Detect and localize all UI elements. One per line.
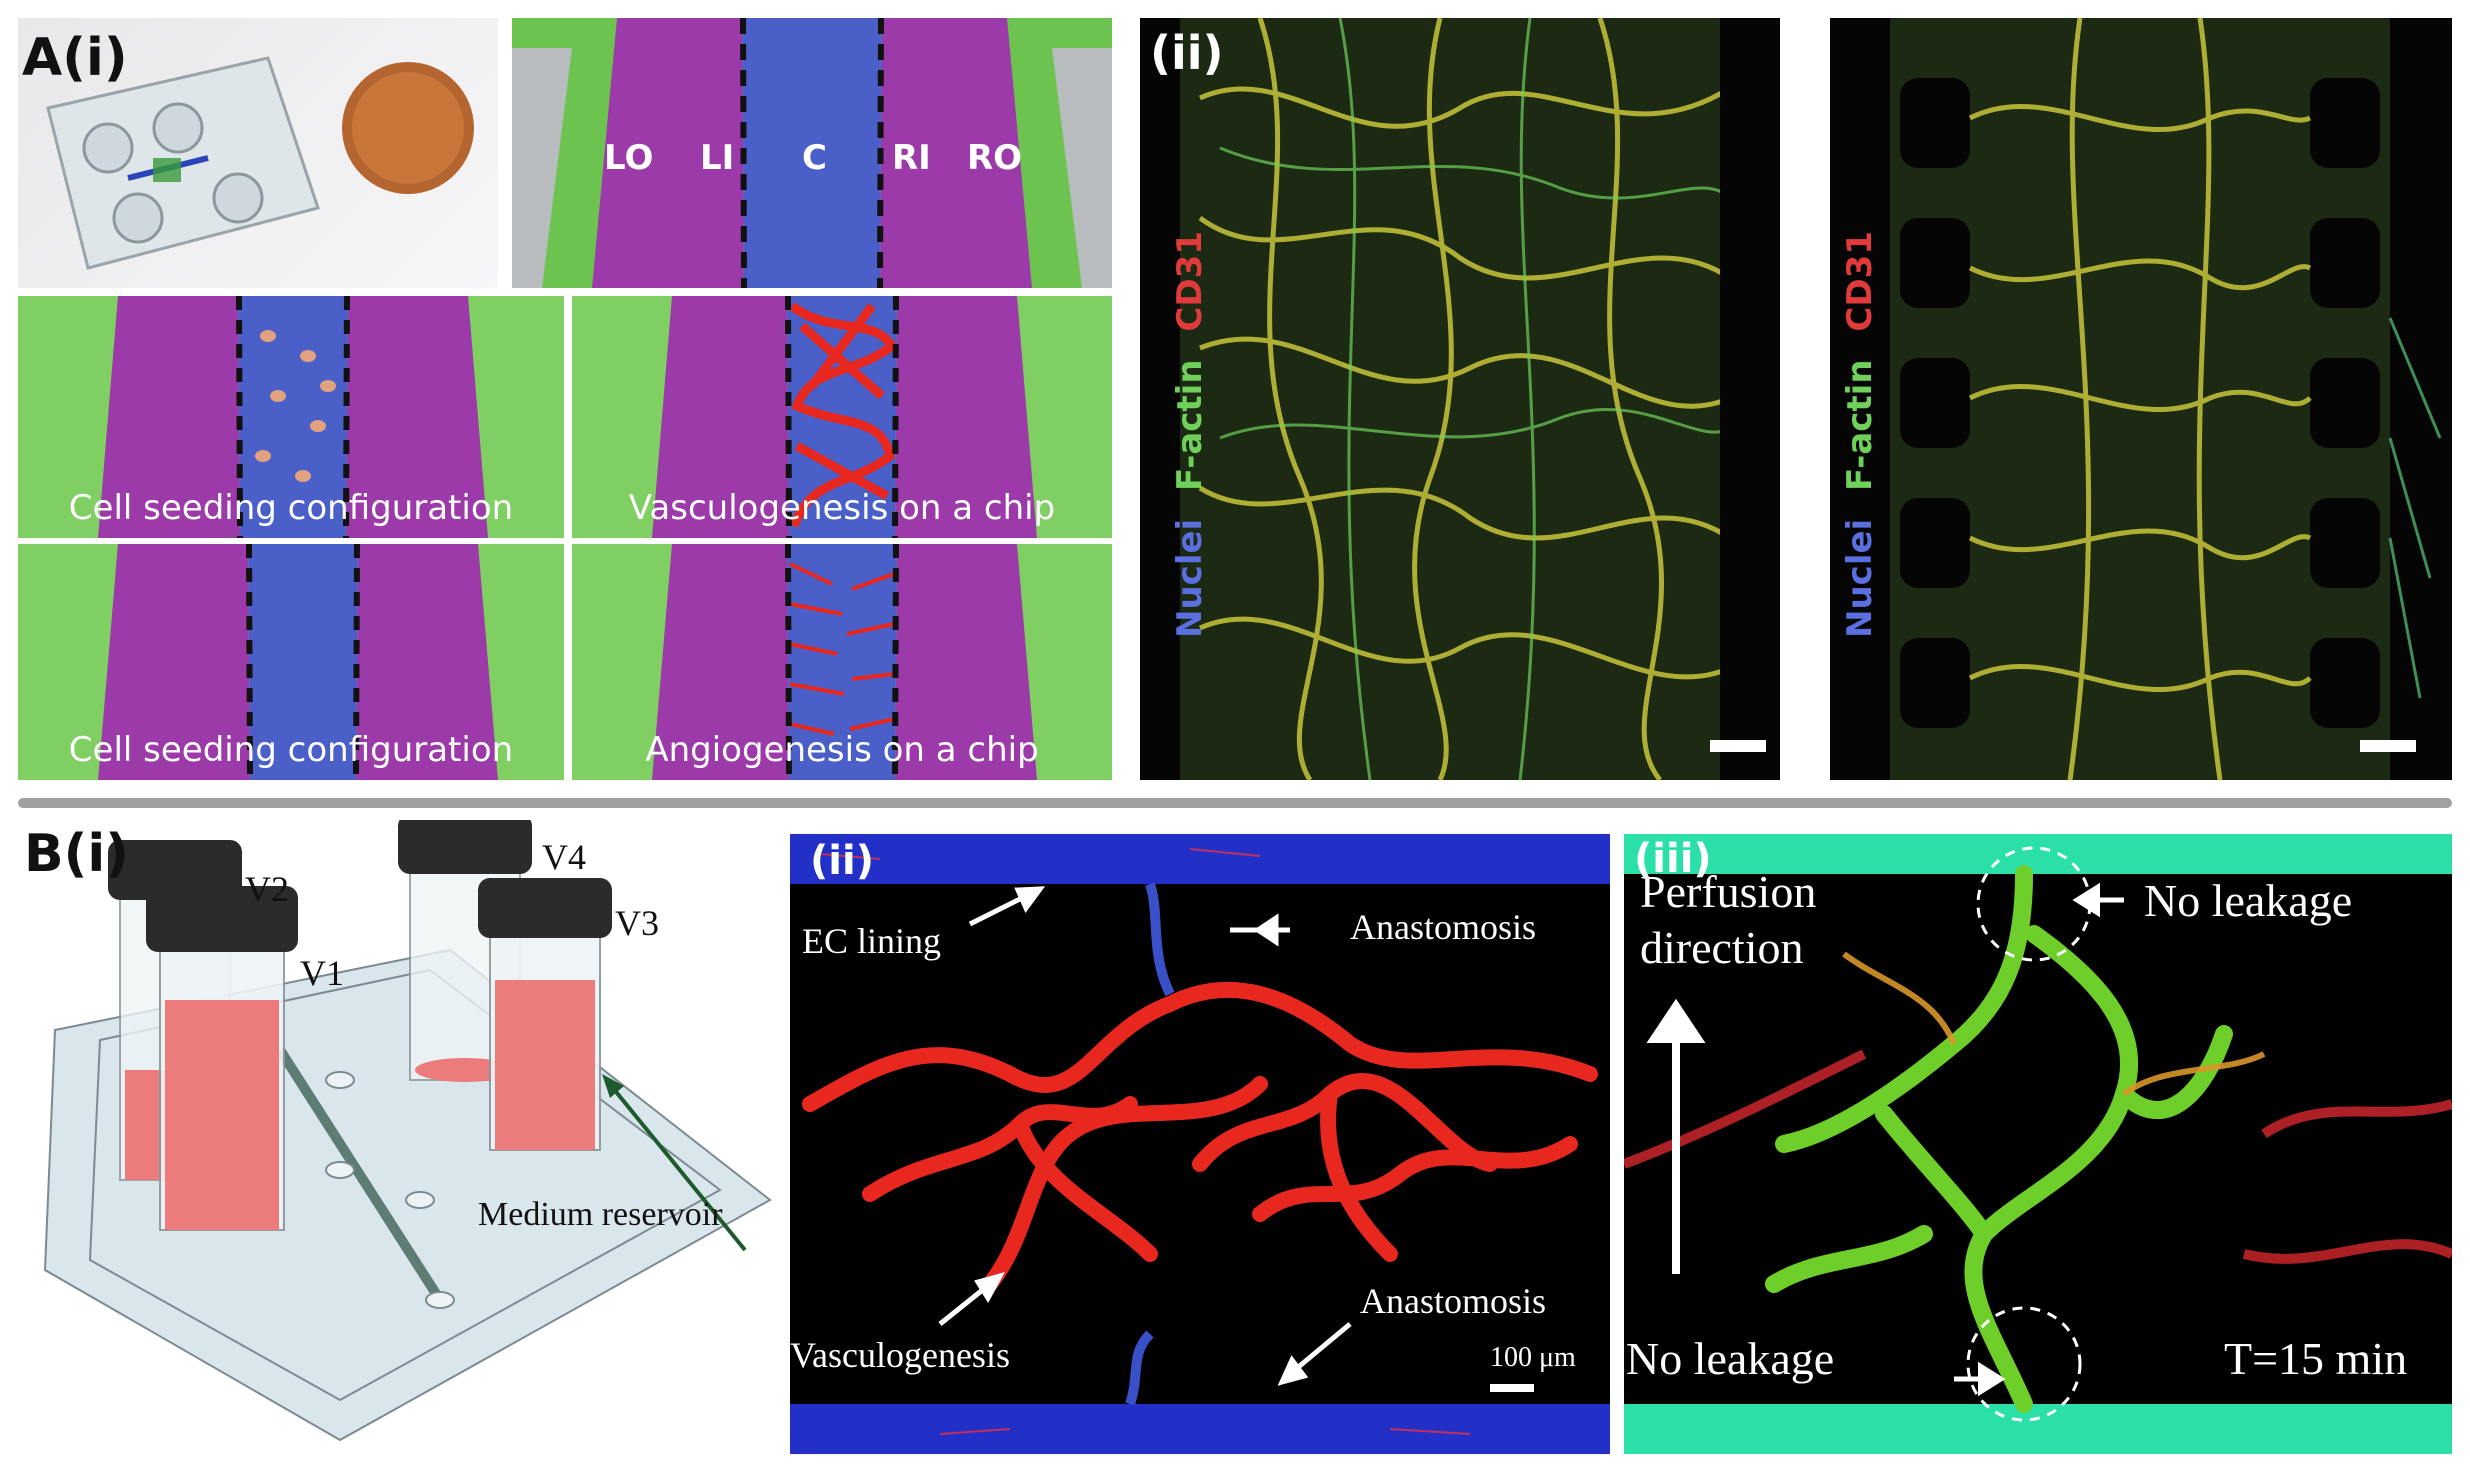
caption-vasculogenesis: Vasculogenesis on a chip [628, 488, 1056, 528]
vial-label-v3: V3 [615, 903, 659, 943]
channel-schematic: LO LI C RI RO [512, 18, 1112, 288]
tile-vasculogenesis: Vasculogenesis on a chip [572, 296, 1112, 538]
section-divider [18, 798, 2452, 808]
scale-bar-label: 100 μm [1490, 1342, 1576, 1373]
channel-schematic-drawing [512, 18, 1112, 288]
chip-photo-panel [18, 18, 498, 288]
vial-label-v1: V1 [300, 953, 344, 993]
channel-label-c: C [802, 138, 827, 178]
label-no-leakage-top: No leakage [2144, 875, 2353, 926]
reservoir-label: Medium reservoir [478, 1196, 723, 1233]
device-schematic: B(i) V2 V1 V4 V3 Medium reservoir [10, 820, 780, 1460]
micrograph-angiogenesis: Nuclei F-actin CD31 [1830, 18, 2452, 780]
caption-cell-seeding-1: Cell seeding configuration [68, 488, 514, 528]
label-anastomosis-bottom: Anastomosis [1360, 1281, 1547, 1321]
vial-label-v2: V2 [245, 869, 289, 909]
stain-cd31-left: CD31 [1170, 231, 1210, 332]
panel-b-ii-label: (ii) [810, 838, 874, 884]
label-time: T=15 min [2224, 1333, 2408, 1384]
channel-label-ri: RI [892, 138, 931, 178]
panel-b-iii-label: (iii) [1634, 836, 1712, 882]
chip-photo-illustration [46, 56, 474, 270]
label-perfusion-line2: direction [1640, 922, 1804, 973]
micrograph-perfusion: (iii) Perfusion direction No leakage No … [1624, 834, 2452, 1454]
tile-cell-seeding-2: Cell seeding configuration [18, 544, 564, 780]
stain-legend-left: Nuclei F-actin CD31 [1170, 231, 1210, 638]
micrograph-vasculogenesis: (ii) Nuclei F-actin CD31 [1140, 18, 1780, 780]
stain-nuclei-right: Nuclei [1840, 518, 1880, 638]
channel-label-li: LI [700, 138, 735, 178]
panel-a-label: A(i) [22, 28, 128, 88]
label-no-leakage-bottom: No leakage [1626, 1333, 1835, 1384]
stain-nuclei-left: Nuclei [1170, 518, 1210, 638]
panel-b-label: B(i) [24, 824, 129, 884]
channel-label-lo: LO [604, 138, 654, 178]
micrograph-anastomosis: (ii) EC lining Anastomosis Vasculogenesi… [790, 834, 1610, 1454]
tile-angiogenesis: Angiogenesis on a chip [572, 544, 1112, 780]
tile-cell-seeding-1: Cell seeding configuration [18, 296, 564, 538]
stain-cd31-right: CD31 [1840, 231, 1880, 332]
label-perfusion-line1: Perfusion [1640, 866, 1817, 917]
vial-label-v4: V4 [542, 837, 586, 877]
channel-label-ro: RO [967, 138, 1023, 178]
caption-cell-seeding-2: Cell seeding configuration [68, 730, 514, 770]
label-ec-lining: EC lining [802, 921, 942, 961]
label-vasculogenesis: Vasculogenesis [790, 1335, 1010, 1375]
stain-factin-left: F-actin [1170, 359, 1210, 491]
label-perfusion: Perfusion direction [1640, 864, 1816, 976]
stain-factin-right: F-actin [1840, 359, 1880, 491]
panel-a-ii-label: (ii) [1150, 26, 1224, 80]
label-anastomosis-top: Anastomosis [1350, 907, 1537, 947]
caption-angiogenesis: Angiogenesis on a chip [645, 730, 1039, 770]
stain-legend-right: Nuclei F-actin CD31 [1840, 231, 1880, 638]
